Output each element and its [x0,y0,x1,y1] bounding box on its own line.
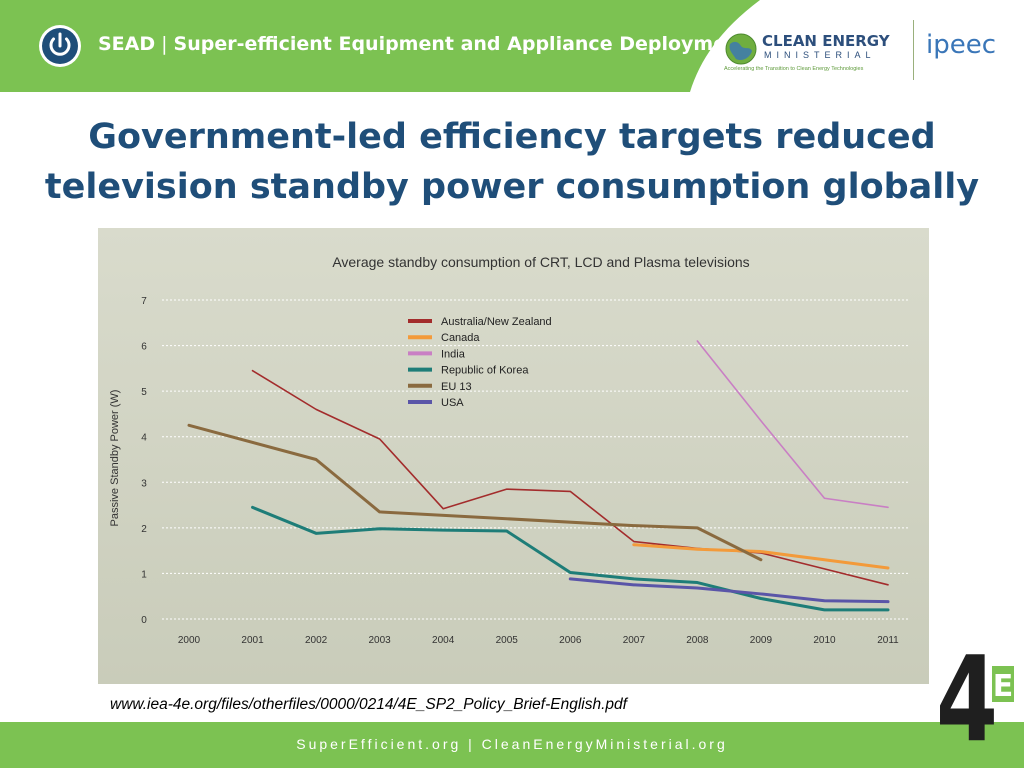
chart-background [98,228,929,684]
x-tick-label: 2005 [496,635,519,646]
slide-title: Government-led efficiency targets reduce… [30,112,994,212]
y-tick-label: 0 [141,615,147,626]
cem-tagline: Accelerating the Transition to Clean Ene… [724,66,864,72]
footer-bar: SuperEfficient.org | CleanEnergyMinister… [0,722,1024,768]
legend-label: Canada [441,332,480,344]
4e-badge-logo: 4 E [936,642,1014,746]
y-tick-label: 2 [141,524,147,535]
slide-title-line-2: television standby power consumption glo… [44,167,980,207]
badge-letter: E [993,669,1014,704]
cem-subname: MINISTERIAL [764,50,876,60]
slide-title-line-1: Government-led efficiency targets reduce… [88,117,936,157]
series-lines [187,340,890,612]
y-tick-label: 5 [141,387,147,398]
x-tick-label: 2006 [559,635,582,646]
y-axis-label: Passive Standby Power (W) [109,390,121,527]
ipeec-logo: ipeec [926,30,997,60]
x-tick-label: 2010 [813,635,836,646]
y-tick-label: 3 [141,478,147,489]
legend-label: Australia/New Zealand [441,316,552,328]
power-icon [39,25,81,67]
y-tick-labels: 0 1 2 3 4 5 6 7 [141,296,147,626]
x-tick-label: 2009 [750,635,773,646]
series-line-india [696,340,889,509]
chart-canvas: Average standby consumption of CRT, LCD … [98,228,929,684]
grid-lines [162,299,908,620]
chart-legend: Australia/New Zealand Canada India Republic… [408,316,552,409]
source-link[interactable]: www.iea-4e.org/files/otherfiles/0000/021… [110,696,627,713]
legend-label: Republic of Korea [441,365,529,377]
x-tick-label: 2007 [623,635,646,646]
x-tick-label: 2011 [877,635,899,646]
cem-name: CLEAN ENERGY [762,32,890,50]
y-tick-label: 7 [141,296,147,307]
badge-number: 4 [936,642,998,746]
x-tick-labels: 2000 2001 2002 2003 2004 2005 2006 2007 2008 2009… [178,635,899,646]
sead-title: SEAD | Super-efficient Equipment and Appli… [98,33,749,55]
legend-label: EU 13 [441,381,472,393]
series-line-usa [568,577,890,604]
x-tick-label: 2004 [432,635,455,646]
series-line-eu-13 [187,423,763,562]
header-banner: SEAD | Super-efficient Equipment and Appli… [0,0,1024,92]
x-tick-label: 2008 [686,635,709,646]
series-line-canada [632,543,890,570]
legend-label: India [441,348,466,360]
clean-energy-ministerial-logo: CLEAN ENERGY MINISTERIAL Accelerating th… [724,28,904,78]
series-line-australia-new-zealand [251,369,889,586]
sead-separator: | [161,33,168,55]
x-tick-label: 2003 [369,635,392,646]
footer-links[interactable]: SuperEfficient.org | CleanEnergyMinister… [296,736,728,752]
sead-subtitle: Super-efficient Equipment and Appliance … [173,33,749,55]
series-line-republic-of-korea [251,505,890,612]
y-tick-label: 1 [141,569,147,580]
globe-icon [725,33,757,65]
y-tick-label: 6 [141,342,147,353]
x-tick-label: 2001 [241,635,264,646]
badge-letter-box [992,666,1014,702]
x-tick-label: 2000 [178,635,201,646]
standby-power-chart: Average standby consumption of CRT, LCD … [98,228,929,684]
y-tick-label: 4 [141,433,147,444]
sead-brand: SEAD [98,33,156,55]
header-green-band [0,0,760,92]
legend-label: USA [441,397,464,409]
x-tick-label: 2002 [305,635,328,646]
logo-divider [913,20,914,80]
chart-title: Average standby consumption of CRT, LCD … [332,254,749,270]
